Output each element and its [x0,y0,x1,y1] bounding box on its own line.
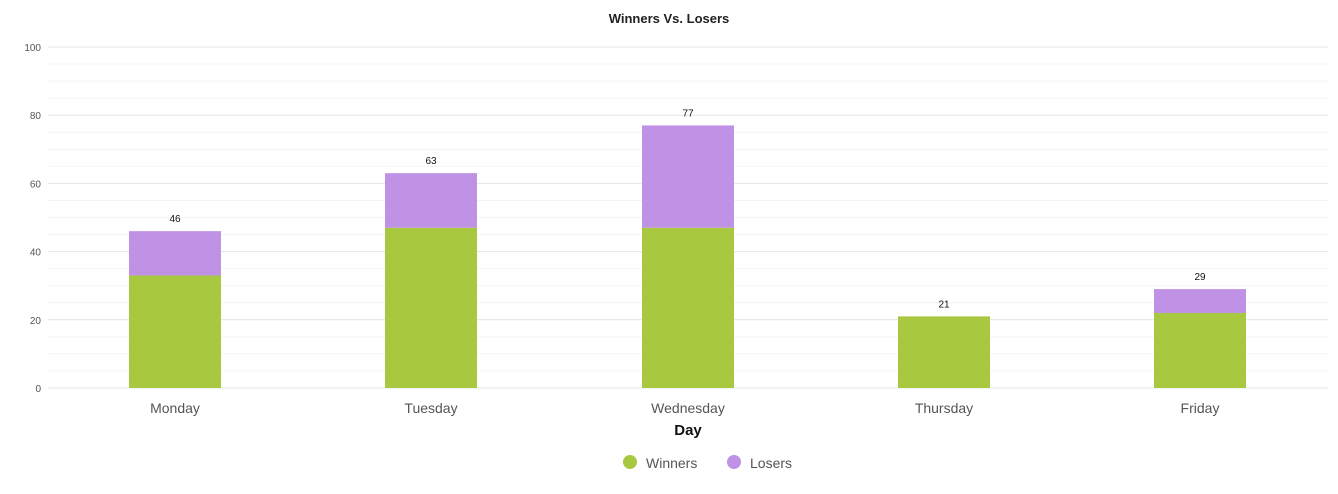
total-data-label: 29 [1194,272,1206,283]
legend-marker [623,455,637,469]
x-tick-label: Friday [1181,400,1220,416]
total-data-label: 21 [938,299,950,310]
y-tick-label: 80 [30,111,42,122]
bar-winners-monday[interactable] [129,275,221,388]
legend-label: Losers [750,455,792,471]
total-data-label: 46 [169,214,181,225]
bar-winners-friday[interactable] [1154,312,1246,388]
y-tick-label: 60 [30,179,42,190]
x-tick-label: Tuesday [404,400,457,416]
chart-title: Winners Vs. Losers [609,11,730,26]
bar-winners-thursday[interactable] [898,316,990,388]
bar-winners-tuesday[interactable] [385,227,477,388]
bar-losers-wednesday[interactable] [642,125,734,228]
y-tick-label: 20 [30,316,42,327]
x-tick-label: Thursday [915,400,973,416]
legend: Winners Losers [623,455,792,471]
x-tick-label: Wednesday [651,400,725,416]
x-tick-label: Monday [150,400,200,416]
total-data-label: 77 [682,108,694,119]
axes: 0 20 40 60 80 100 Monday Tuesday Wednesday Thursd… [24,43,1219,416]
legend-item-winners[interactable]: Winners [623,455,697,471]
bars [129,125,1246,388]
legend-label: Winners [646,455,697,471]
legend-item-losers[interactable]: Losers [727,455,792,471]
y-tick-label: 40 [30,248,42,259]
bar-losers-tuesday[interactable] [385,173,477,228]
data-labels: 46 63 77 21 29 [169,108,1206,310]
total-data-label: 63 [425,156,437,167]
legend-marker [727,455,741,469]
bar-winners-wednesday[interactable] [642,227,734,388]
y-tick-label: 0 [35,384,41,395]
bar-losers-friday[interactable] [1154,289,1246,313]
bar-losers-monday[interactable] [129,231,221,276]
y-tick-label: 100 [24,43,41,54]
x-axis-title: Day [674,422,702,439]
